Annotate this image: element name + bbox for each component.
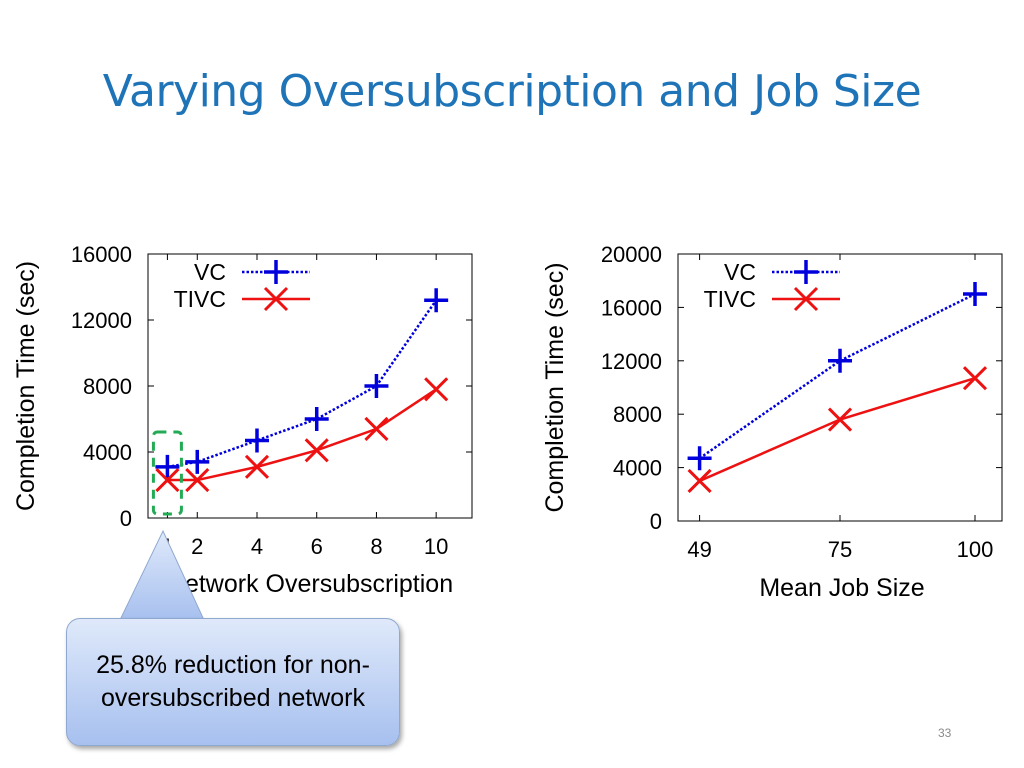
data-point-vc xyxy=(185,449,210,474)
data-point-vc xyxy=(364,374,389,398)
data-point-tivc xyxy=(424,377,449,402)
data-point-vc xyxy=(244,428,269,453)
y-tick-label: 4000 xyxy=(83,440,132,465)
data-point-tivc xyxy=(304,438,329,463)
y-tick-label: 12000 xyxy=(601,349,662,374)
y-tick-label: 20000 xyxy=(601,242,662,267)
y-tick-label: 16000 xyxy=(71,242,132,267)
data-point-tivc xyxy=(244,454,270,479)
highlight-box xyxy=(151,430,183,516)
legend-label-tivc: TIVC xyxy=(704,286,756,312)
x-tick-label: 100 xyxy=(957,537,994,562)
slide-title: Varying Oversubscription and Job Size xyxy=(102,66,922,117)
callout-box: 25.8% reduction for non-oversubscribed n… xyxy=(66,618,400,746)
legend-label-tivc: TIVC xyxy=(174,286,226,312)
y-axis-label: Completion Time (sec) xyxy=(12,261,40,511)
x-tick-label: 6 xyxy=(311,534,323,559)
data-point-tivc xyxy=(155,467,180,493)
legend-marker-vc xyxy=(794,260,818,284)
y-tick-label: 12000 xyxy=(71,308,132,333)
data-point-vc xyxy=(687,446,712,471)
x-tick-label: 10 xyxy=(424,534,448,559)
y-tick-label: 16000 xyxy=(601,295,662,320)
data-point-vc xyxy=(304,407,329,431)
x-tick-label: 8 xyxy=(370,534,382,559)
x-tick-label: 4 xyxy=(251,534,263,559)
y-tick-label: 8000 xyxy=(613,402,662,427)
x-axis-label: Network Oversubscription xyxy=(167,570,453,598)
y-tick-label: 0 xyxy=(120,506,132,531)
data-point-vc xyxy=(963,282,987,307)
data-point-vc xyxy=(828,348,852,373)
data-point-tivc xyxy=(962,366,988,391)
data-point-tivc xyxy=(185,467,210,493)
x-tick-label: 75 xyxy=(828,537,852,562)
data-point-tivc xyxy=(687,468,712,494)
chart-2: 0 4000 8000 12000 16000 20000 49 75 100 Mean Job … xyxy=(541,242,1003,602)
legend-label-vc: VC xyxy=(194,259,226,285)
data-point-tivc xyxy=(827,407,853,432)
y-tick-label: 8000 xyxy=(83,374,132,399)
x-tick-label: 2 xyxy=(191,534,203,559)
y-tick-label: 0 xyxy=(650,509,662,534)
series-line-vc xyxy=(698,292,976,460)
slide-number: 33 xyxy=(938,726,952,740)
chart-1: 04000800012000160001246810Network Oversu… xyxy=(12,242,473,598)
legend-marker-tivc xyxy=(263,286,289,312)
x-axis-label: Mean Job Size xyxy=(759,574,924,602)
legend-marker-vc xyxy=(264,260,288,284)
legend-label-vc: VC xyxy=(724,259,756,285)
series-line-vc xyxy=(167,299,438,469)
x-tick-label: 49 xyxy=(687,537,711,562)
callout-text: 25.8% reduction for non-oversubscribed n… xyxy=(96,651,370,712)
data-point-tivc xyxy=(364,416,389,441)
data-point-vc xyxy=(155,454,180,479)
y-tick-label: 4000 xyxy=(613,456,662,481)
series-line-tivc xyxy=(167,388,437,482)
legend-marker-tivc xyxy=(793,286,819,312)
data-point-vc xyxy=(424,288,449,313)
y-axis-label: Completion Time (sec) xyxy=(541,262,569,512)
